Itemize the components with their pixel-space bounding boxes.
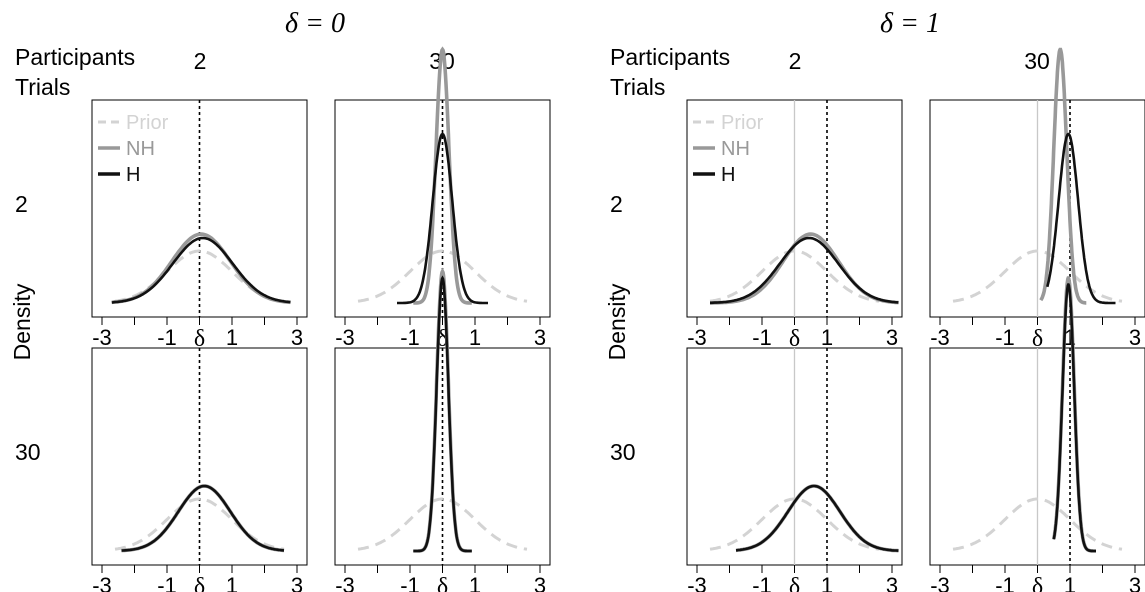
trials-level-1-0: 2 bbox=[610, 191, 623, 217]
trials-level-0-0: 2 bbox=[15, 191, 28, 217]
panel-2-series-h bbox=[121, 484, 285, 552]
panel-7-series-h bbox=[1052, 283, 1096, 553]
panel-4-legend-label-nh: NH bbox=[721, 138, 750, 160]
panel-7-tick-label-delta: δ bbox=[1032, 574, 1043, 592]
panel-3-tick-label--3: -3 bbox=[335, 573, 355, 592]
panel-2-tick-label--3: -3 bbox=[92, 573, 112, 592]
panel-4-tick-label-delta: δ bbox=[789, 326, 800, 352]
participants-level-1-0: 2 bbox=[789, 48, 802, 74]
panel-2-tick-label-3: 3 bbox=[291, 573, 303, 592]
panel-7-tick-label--1: -1 bbox=[995, 573, 1015, 592]
panel-0-legend-label-nh: NH bbox=[126, 138, 155, 160]
panel-2-tick-label-1: 1 bbox=[226, 573, 238, 592]
panel-4-legend-label-h: H bbox=[721, 164, 735, 186]
panel-4-series-h bbox=[710, 236, 899, 305]
panel-4-legend-label-prior: Prior bbox=[721, 112, 764, 134]
panel-5-tick-label-3: 3 bbox=[1129, 325, 1141, 350]
panel-7-series-prior bbox=[952, 497, 1123, 551]
panel-1-tick-label--1: -1 bbox=[400, 325, 420, 350]
panel-4-tick-label-3: 3 bbox=[886, 325, 898, 350]
panel-1-series-nh bbox=[413, 46, 472, 305]
panel-0-tick-label--1: -1 bbox=[157, 325, 177, 350]
row-header-participants-1: Participants bbox=[610, 44, 730, 70]
row-header-participants-0: Participants bbox=[15, 44, 135, 70]
panel-0-tick-label-3: 3 bbox=[291, 325, 303, 350]
panel-0-tick-label--3: -3 bbox=[92, 325, 112, 350]
panel-1-tick-label-3: 3 bbox=[534, 325, 546, 350]
panel-1-tick-label-1: 1 bbox=[469, 325, 481, 350]
panel-0-series-h bbox=[111, 236, 291, 304]
panel-2-series-prior bbox=[114, 497, 285, 551]
panel-0-legend-label-h: H bbox=[126, 164, 140, 186]
panel-3-series-h bbox=[413, 275, 472, 553]
panel-6-tick-label--1: -1 bbox=[752, 573, 772, 592]
panel-2-tick-label-delta: δ bbox=[194, 574, 205, 592]
panel-6-tick-label-1: 1 bbox=[821, 573, 833, 592]
panel-0-tick-label-delta: δ bbox=[194, 326, 205, 352]
panel-4-tick-label--1: -1 bbox=[752, 325, 772, 350]
panel-4-series-prior bbox=[709, 249, 880, 303]
panel-7-tick-label-3: 3 bbox=[1129, 573, 1141, 592]
trials-level-0-1: 30 bbox=[15, 439, 41, 465]
panel-5-series-h bbox=[1046, 132, 1116, 305]
panel-6-tick-label-delta: δ bbox=[789, 574, 800, 592]
panel-3-tick-label--1: -1 bbox=[400, 573, 420, 592]
col-header-trials-0: Trials bbox=[15, 74, 70, 100]
panel-5-tick-label--3: -3 bbox=[930, 325, 950, 350]
panel-1-series-h bbox=[397, 132, 488, 305]
panel-3-tick-label-1: 1 bbox=[469, 573, 481, 592]
y-axis-label-1: Density bbox=[604, 283, 630, 360]
panel-5-series-nh bbox=[1039, 47, 1087, 305]
participants-level-1-1: 30 bbox=[1024, 48, 1050, 74]
panel-title-0: δ = 0 bbox=[285, 8, 345, 39]
col-header-trials-1: Trials bbox=[610, 74, 665, 100]
panel-5-tick-label--1: -1 bbox=[995, 325, 1015, 350]
panel-4-tick-label--3: -3 bbox=[687, 325, 707, 350]
panel-4-tick-label-1: 1 bbox=[821, 325, 833, 350]
panel-1-tick-label--3: -3 bbox=[335, 325, 355, 350]
panel-6-tick-label--3: -3 bbox=[687, 573, 707, 592]
y-axis-label-0: Density bbox=[9, 283, 35, 360]
panel-5-series-prior bbox=[952, 249, 1123, 303]
panel-2-tick-label--1: -1 bbox=[157, 573, 177, 592]
panel-0-tick-label-1: 1 bbox=[226, 325, 238, 350]
panel-3-tick-label-delta: δ bbox=[437, 574, 448, 592]
panel-title-1: δ = 1 bbox=[880, 8, 940, 39]
trials-level-1-1: 30 bbox=[610, 439, 636, 465]
panel-7-tick-label--3: -3 bbox=[930, 573, 950, 592]
panel-6-tick-label-3: 3 bbox=[886, 573, 898, 592]
panel-6-series-h bbox=[735, 484, 899, 552]
panel-3-series-prior bbox=[357, 497, 528, 551]
panel-5-tick-label-delta: δ bbox=[1032, 326, 1043, 352]
panel-7-tick-label-1: 1 bbox=[1064, 573, 1076, 592]
panel-1-series-prior bbox=[357, 249, 528, 303]
panel-3-tick-label-3: 3 bbox=[534, 573, 546, 592]
participants-level-0-0: 2 bbox=[194, 48, 207, 74]
panel-0-legend-label-prior: Prior bbox=[126, 112, 169, 134]
panel-1-tick-label-delta: δ bbox=[437, 326, 448, 352]
